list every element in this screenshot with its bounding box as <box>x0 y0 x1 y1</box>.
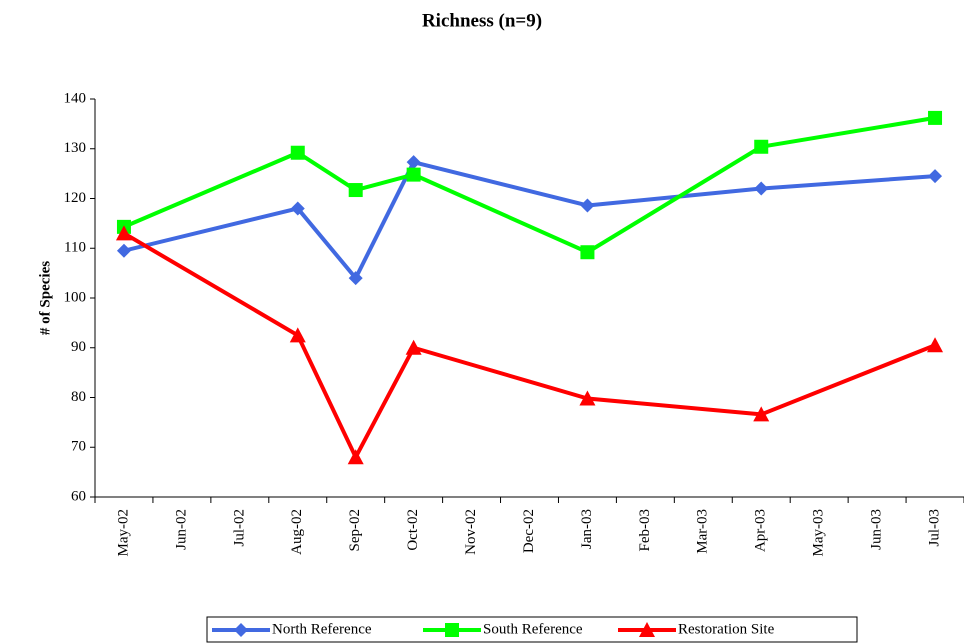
marker <box>927 337 944 353</box>
marker <box>580 245 595 260</box>
x-tick-label: Nov-02 <box>463 509 479 555</box>
marker <box>348 271 363 286</box>
y-tick-label: 100 <box>64 289 87 305</box>
legend-label: North Reference <box>272 621 372 637</box>
series-line <box>122 231 936 460</box>
marker <box>445 623 459 637</box>
marker <box>579 390 596 406</box>
chart-title: Richness (n=9) <box>422 10 542 31</box>
y-tick-label: 60 <box>71 488 86 504</box>
x-tick-label: Jun-03 <box>869 509 885 550</box>
x-tick-label: Jul-03 <box>926 509 942 547</box>
series-line <box>123 160 936 281</box>
marker <box>347 449 364 465</box>
legend-label: Restoration Site <box>678 621 775 637</box>
legend-label: South Reference <box>483 621 583 637</box>
marker <box>754 181 769 196</box>
x-tick-label: Mar-03 <box>695 509 711 554</box>
marker <box>753 406 770 422</box>
y-axis-label: # of Species <box>37 261 53 335</box>
y-tick-label: 80 <box>71 389 86 405</box>
x-tick-label: Jun-02 <box>173 509 189 550</box>
marker <box>116 243 131 258</box>
marker <box>639 622 655 637</box>
x-tick-label: May-02 <box>115 509 131 557</box>
marker <box>290 201 305 216</box>
marker <box>928 110 943 125</box>
marker <box>405 339 422 355</box>
y-tick-label: 70 <box>71 439 86 455</box>
y-tick-label: 120 <box>64 190 87 206</box>
y-tick-label: 90 <box>71 339 86 355</box>
marker <box>928 169 943 184</box>
x-tick-label: May-03 <box>811 509 827 557</box>
marker <box>348 183 363 198</box>
marker <box>289 327 306 343</box>
x-tick-label: Feb-03 <box>637 509 653 552</box>
marker <box>234 623 248 637</box>
y-tick-label: 140 <box>64 90 87 106</box>
marker <box>406 155 421 170</box>
y-tick-label: 130 <box>64 140 87 156</box>
x-tick-label: Jul-02 <box>231 509 247 547</box>
x-tick-label: Jan-03 <box>579 509 595 549</box>
x-tick-label: Aug-02 <box>289 509 305 555</box>
marker <box>754 139 769 154</box>
y-tick-label: 110 <box>64 240 86 256</box>
marker <box>290 145 305 160</box>
marker <box>580 198 595 213</box>
x-tick-label: Oct-02 <box>405 509 421 551</box>
marker <box>115 225 132 241</box>
x-tick-label: Apr-03 <box>753 509 769 552</box>
legend-box <box>206 616 858 643</box>
x-tick-label: Sep-02 <box>347 509 363 552</box>
marker <box>406 167 421 182</box>
x-tick-label: Dec-02 <box>521 509 537 553</box>
